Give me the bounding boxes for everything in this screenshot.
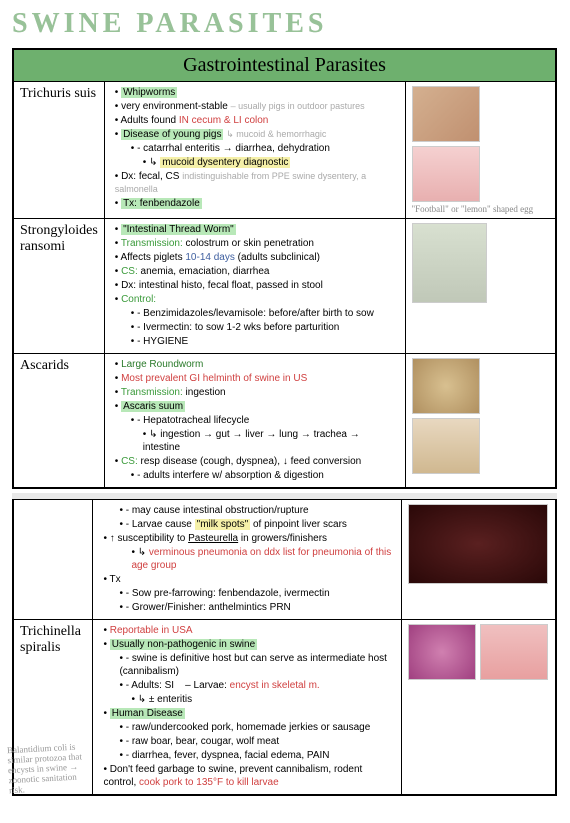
thumbnail xyxy=(412,223,487,303)
parasites-table-2: - may cause intestinal obstruction/ruptu… xyxy=(12,499,557,796)
note-line: Large Roundworm xyxy=(115,358,399,371)
note-line: Tx xyxy=(103,573,394,586)
row-content: - may cause intestinal obstruction/ruptu… xyxy=(93,500,401,620)
note-line: Don't feed garbage to swine, prevent can… xyxy=(103,763,394,789)
note-line: Transmission: ingestion xyxy=(115,386,399,399)
note-line: Tx: fenbendazole xyxy=(115,197,399,210)
row-content: Reportable in USAUsually non-pathogenic … xyxy=(93,620,401,796)
note-line: Affects piglets 10-14 days (adults subcl… xyxy=(115,251,399,264)
thumbnail xyxy=(412,358,480,414)
note-line: - Adults: SI – Larvae: encyst in skeleta… xyxy=(119,679,394,692)
note-line: Ascaris suum xyxy=(115,400,399,413)
thumbnail xyxy=(412,146,480,202)
note-line: Whipworms xyxy=(115,86,399,99)
note-line: - Larvae cause "milk spots" of pinpoint … xyxy=(119,518,394,531)
row-images xyxy=(401,620,556,796)
note-line: ↳ ingestion → gut → liver → lung → trach… xyxy=(143,428,399,454)
note-line: "Intestinal Thread Worm" xyxy=(115,223,399,236)
row-images xyxy=(401,500,556,620)
note-line: Control: xyxy=(115,293,399,306)
note-line: - may cause intestinal obstruction/ruptu… xyxy=(119,504,394,517)
note-line: Transmission: colostrum or skin penetrat… xyxy=(115,237,399,250)
image-caption: "Football" or "lemon" shaped egg xyxy=(412,204,550,214)
thumbnail xyxy=(412,86,480,142)
row-label: Strongyloides ransomi xyxy=(13,219,104,354)
note-line: - Hepatotracheal lifecycle xyxy=(131,414,399,427)
parasites-table: Gastrointestinal Parasites Trichuris sui… xyxy=(12,48,557,489)
margin-annotation: Balantidium coli is similar protozoa tha… xyxy=(7,741,94,795)
row-label xyxy=(13,500,93,620)
note-line: ↳ ± enteritis xyxy=(131,693,394,706)
note-line: Disease of young pigs ↳ mucoid & hemorrh… xyxy=(115,128,399,141)
thumbnail xyxy=(480,624,548,680)
note-line: Dx: intestinal histo, fecal float, passe… xyxy=(115,279,399,292)
note-line: - adults interfere w/ absorption & diges… xyxy=(131,469,399,482)
row-content: "Intestinal Thread Worm"Transmission: co… xyxy=(104,219,405,354)
note-line: - Grower/Finisher: anthelmintics PRN xyxy=(119,601,394,614)
row-content: Large RoundwormMost prevalent GI helmint… xyxy=(104,354,405,489)
section-header: Gastrointestinal Parasites xyxy=(13,49,556,82)
note-line: ↳ mucoid dysentery diagnostic xyxy=(143,156,399,169)
thumbnail xyxy=(412,418,480,474)
note-line: - Ivermectin: to sow 1-2 wks before part… xyxy=(131,321,399,334)
note-line: - Sow pre-farrowing: fenbendazole, iverm… xyxy=(119,587,394,600)
thumbnail xyxy=(408,624,476,680)
note-line: very environment-stable – usually pigs i… xyxy=(115,100,399,113)
note-line: Usually non-pathogenic in swine xyxy=(103,638,394,651)
note-line: ↑ susceptibility to Pasteurella in growe… xyxy=(103,532,394,545)
note-line: ↳ verminous pneumonia on ddx list for pn… xyxy=(131,546,394,572)
note-line: - diarrhea, fever, dyspnea, facial edema… xyxy=(119,749,394,762)
thumbnail xyxy=(408,504,548,584)
note-line: - swine is definitive host but can serve… xyxy=(119,652,394,678)
note-line: CS: resp disease (cough, dyspnea), ↓ fee… xyxy=(115,455,399,468)
note-line: - HYGIENE xyxy=(131,335,399,348)
note-line: Reportable in USA xyxy=(103,624,394,637)
note-line: - raw boar, bear, cougar, wolf meat xyxy=(119,735,394,748)
note-line: Adults found IN cecum & LI colon xyxy=(115,114,399,127)
row-images xyxy=(405,219,556,354)
note-line: - catarrhal enteritis → diarrhea, dehydr… xyxy=(131,142,399,155)
note-line: Most prevalent GI helminth of swine in U… xyxy=(115,372,399,385)
note-line: Dx: fecal, CS indistinguishable from PPE… xyxy=(115,170,399,196)
note-line: - raw/undercooked pork, homemade jerkies… xyxy=(119,721,394,734)
note-line: CS: anemia, emaciation, diarrhea xyxy=(115,265,399,278)
row-label: Trichuris suis xyxy=(13,82,104,219)
note-line: - Benzimidazoles/levamisole: before/afte… xyxy=(131,307,399,320)
note-line: Human Disease xyxy=(103,707,394,720)
row-images: "Football" or "lemon" shaped egg xyxy=(405,82,556,219)
row-content: Whipwormsvery environment-stable – usual… xyxy=(104,82,405,219)
page-title: SWINE PARASITES SWINE PARASITES xyxy=(0,0,570,44)
row-label: Ascarids xyxy=(13,354,104,489)
row-images xyxy=(405,354,556,489)
